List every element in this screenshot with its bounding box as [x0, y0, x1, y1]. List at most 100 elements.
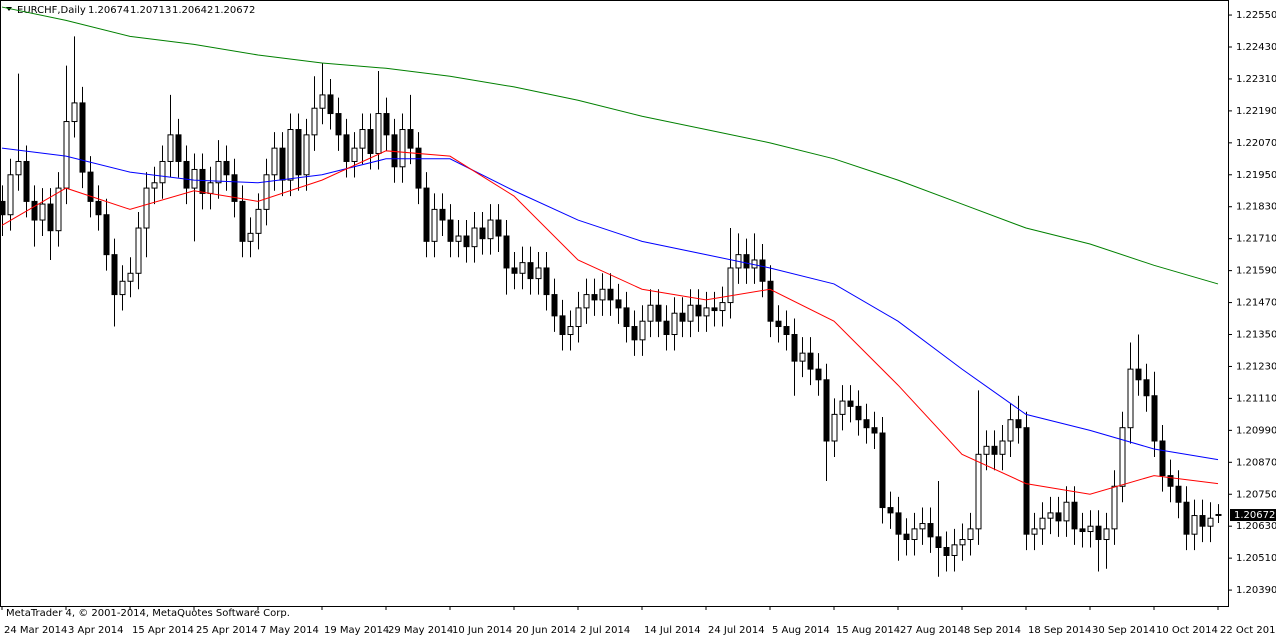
candle-body [879, 432, 886, 509]
candle-body [1023, 427, 1030, 535]
candle-body [199, 168, 206, 194]
candle-body [175, 134, 182, 162]
candle-body [783, 326, 790, 336]
candle-body [311, 107, 318, 136]
candle-body [639, 320, 646, 341]
candle-body [223, 160, 230, 176]
candle-body [455, 235, 462, 242]
candle-body [343, 134, 350, 162]
candle-body [359, 129, 366, 149]
candle-body [1183, 501, 1190, 535]
x-tick-label: 10 Jun 2014 [452, 625, 512, 636]
candle-body [367, 129, 374, 154]
candle-body [967, 528, 974, 541]
candle-body [719, 302, 726, 312]
candle-body [7, 174, 14, 216]
candle-body [847, 400, 854, 407]
candle-body [807, 352, 814, 370]
x-tick-label: 3 Apr 2014 [68, 625, 123, 636]
price-marker: 1.20672 [1234, 510, 1275, 521]
candle-body [583, 294, 590, 309]
y-tick-label: 1.20870 [1236, 457, 1276, 468]
candle-body [415, 147, 422, 189]
y-tick-label: 1.21470 [1236, 298, 1276, 309]
x-tick-label: 30 Sep 2014 [1092, 625, 1155, 636]
candle-body [703, 307, 710, 317]
candle-body [1135, 368, 1142, 381]
candle-body [95, 200, 102, 216]
candle-body [959, 539, 966, 546]
candle-body [567, 326, 574, 336]
y-tick-label: 1.22310 [1236, 74, 1276, 85]
header-close: 1.20672 [214, 5, 255, 16]
y-tick-label: 1.21710 [1236, 234, 1276, 245]
candle-body [895, 512, 902, 535]
candle-body [855, 405, 862, 421]
candle-body [999, 440, 1006, 455]
candle-body [239, 200, 246, 242]
candle-body [495, 219, 502, 237]
x-tick-label: 14 Jul 2014 [644, 625, 701, 636]
candle-body [279, 147, 286, 181]
candle-body [919, 523, 926, 530]
y-tick-label: 1.22070 [1236, 138, 1276, 149]
y-tick-label: 1.21590 [1236, 266, 1276, 277]
candle-body [743, 254, 750, 269]
candle-body [79, 102, 86, 173]
candle-body [759, 259, 766, 282]
candle-body [1015, 419, 1022, 429]
candle-body [439, 208, 446, 221]
candle-body [935, 536, 942, 548]
candle-body [695, 304, 702, 317]
candle-body [887, 507, 894, 514]
candle-body [407, 129, 414, 149]
candle-body [319, 94, 326, 109]
candle-body [575, 307, 582, 328]
candle-body [1159, 440, 1166, 477]
candle-body [1087, 525, 1094, 533]
candle-body [1039, 517, 1046, 530]
x-tick-label: 18 Sep 2014 [1028, 625, 1091, 636]
candle-body [767, 280, 774, 322]
candle-body [1047, 512, 1054, 519]
candle-body [231, 174, 238, 202]
candle-body [479, 227, 486, 240]
candle-body [263, 174, 270, 210]
copyright: MetaTrader 4, © 2001-2014, MetaQuotes So… [6, 608, 290, 619]
candle-body [551, 294, 558, 317]
candle-body [1103, 528, 1110, 541]
candle-body [255, 208, 262, 234]
candle-body [975, 453, 982, 530]
candle-body [1063, 501, 1070, 522]
candle-body [1007, 419, 1014, 442]
y-tick-label: 1.22430 [1236, 42, 1276, 53]
candle-body [103, 214, 110, 256]
x-tick-label: 7 May 2014 [260, 625, 319, 636]
candle-body [623, 307, 630, 328]
candle-body [127, 272, 134, 282]
candle-body [503, 235, 510, 269]
y-tick-label: 1.21830 [1236, 202, 1276, 213]
y-tick-label: 1.20990 [1236, 425, 1276, 436]
candle-body [711, 307, 718, 312]
price-marker-box [1230, 509, 1276, 522]
candle-body [1079, 528, 1086, 533]
candle-body [431, 208, 438, 242]
candle-body [911, 528, 918, 541]
candle-body [287, 129, 294, 181]
candle-body [487, 219, 494, 240]
x-tick-label: 15 Apr 2014 [132, 625, 194, 636]
candle-body [1119, 427, 1126, 487]
candle-body [471, 227, 478, 248]
candle-body [511, 267, 518, 274]
x-tick-label: 22 Oct 2014 [1220, 625, 1276, 636]
candle-body [1031, 528, 1038, 535]
candle-body [1207, 517, 1214, 527]
candle-body [823, 379, 830, 442]
x-tick-label: 5 Aug 2014 [772, 625, 830, 636]
x-tick-label: 8 Sep 2014 [964, 625, 1021, 636]
candle-body [71, 102, 78, 123]
candle-body [167, 134, 174, 162]
header-high: 1.20713 [130, 5, 171, 16]
